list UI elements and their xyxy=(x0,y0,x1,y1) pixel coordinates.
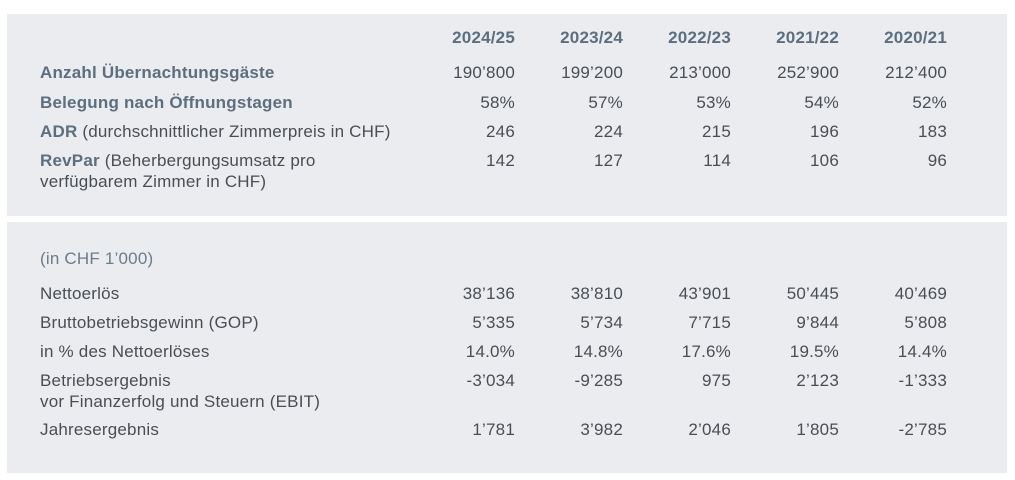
cell-value: 38’136 xyxy=(462,284,515,303)
cell-value: 213’000 xyxy=(669,63,731,82)
row-label: in % des Nettoerlöses xyxy=(40,342,210,361)
cell-value: 54% xyxy=(804,93,839,112)
column-header-2022-23: 2022/23 xyxy=(668,28,731,47)
row-label-bold: ADR xyxy=(40,122,78,141)
row-label: Jahresergebnis xyxy=(40,420,160,439)
cell-value: 53% xyxy=(696,93,731,112)
table-row-prozent-nettoerloes: in % des Nettoerlöses 14.0% 14.8% 17.6% … xyxy=(40,341,947,362)
table-row-nettoerloes: Nettoerlös 38’136 38’810 43’901 50’445 4… xyxy=(40,283,947,304)
row-label-line2: verfügbarem Zimmer in CHF) xyxy=(40,172,267,191)
cell-value: 9’844 xyxy=(796,313,839,332)
table-row-revpar: RevPar (Beherbergungsumsatz pro verfügba… xyxy=(40,150,947,193)
cell-value: 114 xyxy=(703,151,731,170)
cell-value: 1’781 xyxy=(472,420,515,439)
table-row-gop: Bruttobetriebsgewinn (GOP) 5’335 5’734 7… xyxy=(40,312,947,333)
cell-value: 5’734 xyxy=(580,313,623,332)
cell-value: 58% xyxy=(480,93,515,112)
row-label-bold: Anzahl Übernachtungsgäste xyxy=(40,63,275,82)
cell-value: 17.6% xyxy=(681,342,731,361)
row-label: Nettoerlös xyxy=(40,284,120,303)
cell-value: 199’200 xyxy=(561,63,623,82)
unit-note-row: (in CHF 1’000) xyxy=(40,248,947,269)
table-row-jahresergebnis: Jahresergebnis 1’781 3’982 2’046 1’805 -… xyxy=(40,419,947,440)
cell-value: 190’800 xyxy=(453,63,515,82)
cell-value: 215 xyxy=(702,122,731,141)
cell-value: 43’901 xyxy=(678,284,731,303)
kpi-panel: 2024/25 2023/24 2022/23 2021/22 2020/21 … xyxy=(7,14,1007,216)
column-header-2020-21: 2020/21 xyxy=(884,28,947,47)
cell-value: 2’046 xyxy=(688,420,731,439)
cell-value: 252’900 xyxy=(777,63,839,82)
cell-value: 50’445 xyxy=(786,284,839,303)
unit-note: (in CHF 1’000) xyxy=(40,249,154,268)
cell-value: 57% xyxy=(588,93,623,112)
cell-value: 14.0% xyxy=(465,342,515,361)
cell-value: 224 xyxy=(594,122,623,141)
cell-value: 5’808 xyxy=(904,313,947,332)
row-label: RevPar (Beherbergungsumsatz pro verfügba… xyxy=(40,150,407,193)
cell-value: 7’715 xyxy=(688,313,731,332)
cell-value: 40’469 xyxy=(894,284,947,303)
row-label-bold: Belegung nach Öffnungstagen xyxy=(40,93,293,112)
row-label: Belegung nach Öffnungstagen xyxy=(40,92,407,113)
cell-value: 2’123 xyxy=(796,371,839,390)
row-label-line2: vor Finanzerfolg und Steuern (EBIT) xyxy=(40,392,321,411)
table-row-anzahl-uebernachtungsgaeste: Anzahl Übernachtungsgäste 190’800 199’20… xyxy=(40,62,947,83)
table-row-belegung: Belegung nach Öffnungstagen 58% 57% 53% … xyxy=(40,92,947,113)
column-header-row: 2024/25 2023/24 2022/23 2021/22 2020/21 xyxy=(40,27,947,48)
cell-value: 38’810 xyxy=(570,284,623,303)
cell-value: 975 xyxy=(702,371,731,390)
column-header-2024-25: 2024/25 xyxy=(452,28,515,47)
cell-value: 14.8% xyxy=(573,342,623,361)
row-label-line1: Betriebsergebnis xyxy=(40,371,171,390)
cell-value: 1’805 xyxy=(796,420,839,439)
row-label-line1: RevPar (Beherbergungsumsatz pro xyxy=(40,150,407,171)
cell-value: 5’335 xyxy=(472,313,515,332)
table-row-adr: ADR (durchschnittlicher Zimmerpreis in C… xyxy=(40,121,947,142)
cell-value: -2’785 xyxy=(898,420,947,439)
row-label-rest: (durchschnittlicher Zimmerpreis in CHF) xyxy=(77,122,391,141)
table-row-ebit: Betriebsergebnis vor Finanzerfolg und St… xyxy=(40,370,947,413)
cell-value: 3’982 xyxy=(580,420,623,439)
finance-panel: (in CHF 1’000) Nettoerlös 38’136 38’810 … xyxy=(7,222,1007,473)
cell-value: 19.5% xyxy=(789,342,839,361)
cell-value: 246 xyxy=(486,122,515,141)
cell-value: 14.4% xyxy=(897,342,947,361)
row-label: Betriebsergebnis vor Finanzerfolg und St… xyxy=(40,370,407,413)
cell-value: 142 xyxy=(486,151,515,170)
cell-value: 52% xyxy=(912,93,947,112)
row-label: Anzahl Übernachtungsgäste xyxy=(40,62,407,83)
cell-value: -9’285 xyxy=(574,371,623,390)
cell-value: 212’400 xyxy=(885,63,947,82)
cell-value: 127 xyxy=(594,151,623,170)
row-label: ADR (durchschnittlicher Zimmerpreis in C… xyxy=(40,121,407,142)
cell-value: 96 xyxy=(927,151,947,170)
column-header-2023-24: 2023/24 xyxy=(560,28,623,47)
row-label-bold: RevPar xyxy=(40,151,100,170)
cell-value: -1’333 xyxy=(898,371,947,390)
row-label: Bruttobetriebsgewinn (GOP) xyxy=(40,313,259,332)
row-label-rest: (Beherbergungsumsatz pro xyxy=(99,151,316,170)
cell-value: 196 xyxy=(810,122,839,141)
column-header-2021-22: 2021/22 xyxy=(776,28,839,47)
cell-value: 106 xyxy=(810,151,839,170)
cell-value: -3’034 xyxy=(466,371,515,390)
cell-value: 183 xyxy=(918,122,947,141)
